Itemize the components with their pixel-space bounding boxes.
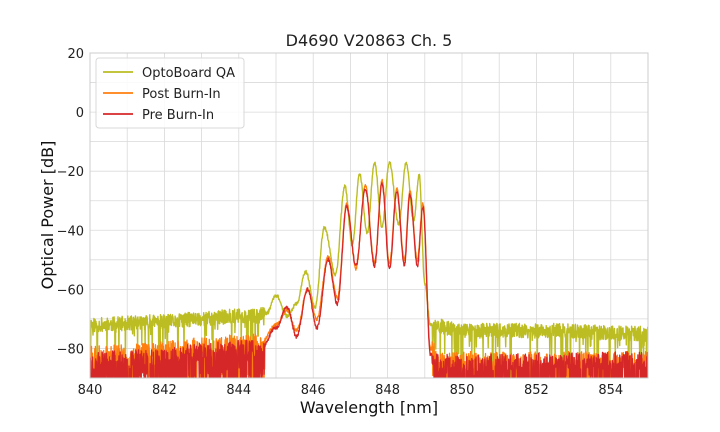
y-tick-labels: 20 0 −20 −40 −60 −80 [57,47,84,357]
x-tick-label: 852 [524,383,549,398]
chart-title: D4690 V20863 Ch. 5 [286,31,453,50]
x-tick-label: 846 [301,383,326,398]
legend: OptoBoard QA Post Burn-In Pre Burn-In [95,57,245,129]
plot-frame [89,52,649,379]
series-line-pre-burn-in [90,182,648,378]
y-tick-label: 0 [76,106,84,121]
y-tick-label: −20 [57,165,84,180]
x-axis-label: Wavelength [nm] [300,398,438,417]
series-layer [90,161,648,378]
x-tick-label: 850 [450,383,475,398]
x-tick-label: 840 [78,383,103,398]
x-tick-label: 842 [152,383,177,398]
x-tick-label: 844 [226,383,251,398]
y-tick-label: −80 [57,342,84,357]
legend-box [95,57,245,129]
x-tick-label: 848 [375,383,400,398]
x-tick-label: 854 [598,383,623,398]
legend-label-optoboard-qa: OptoBoard QA [142,66,235,81]
legend-label-post-burn-in: Post Burn-In [142,87,221,102]
y-tick-label: −60 [57,283,84,298]
legend-label-pre-burn-in: Pre Burn-In [142,108,214,123]
y-tick-label: 20 [67,47,84,62]
y-axis-label: Optical Power [dB] [38,141,57,290]
y-tick-label: −40 [57,224,84,239]
x-tick-labels: 840 842 844 846 848 850 852 854 [78,383,624,398]
